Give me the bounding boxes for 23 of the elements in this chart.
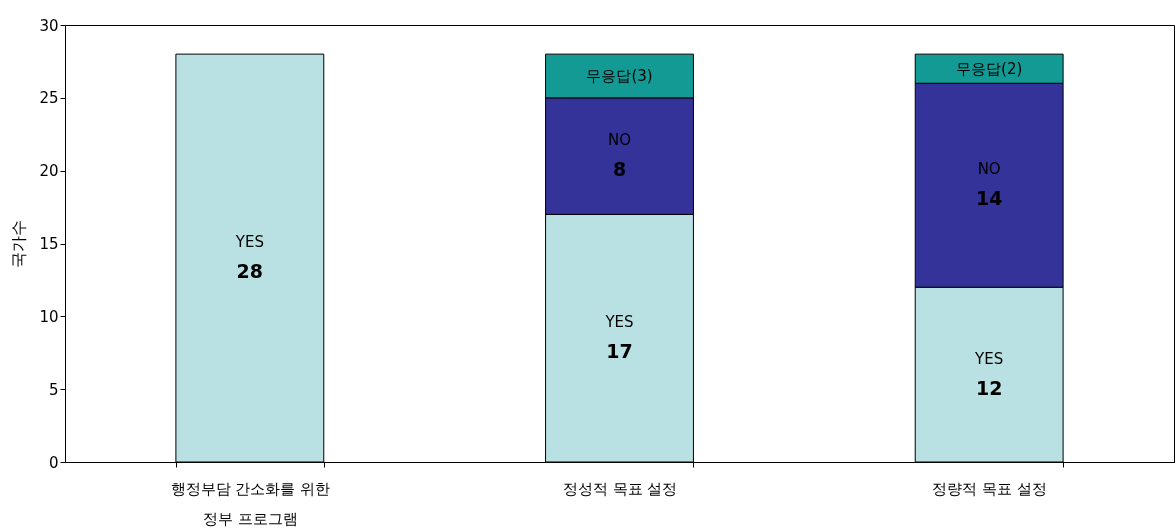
- series-label: YES: [604, 313, 634, 332]
- text: YES: [235, 233, 264, 252]
- data-label: 28: [236, 260, 264, 283]
- data-label: 무응답(2): [956, 59, 1023, 78]
- data-label: 12: [975, 376, 1003, 399]
- text: YES: [975, 349, 1004, 368]
- data-label: 14: [975, 187, 1003, 210]
- y-tick-label: 5: [48, 380, 59, 399]
- y-tick-label: 30: [39, 16, 59, 35]
- y-axis-title: 국가수: [9, 220, 29, 268]
- y-tick-label: 10: [39, 307, 59, 326]
- y-tick-label: 20: [39, 162, 59, 181]
- x-tick-label: 정량적 목표 설정: [932, 479, 1047, 498]
- data-label: 무응답(3): [586, 66, 653, 85]
- data-label: 8: [612, 158, 627, 181]
- x-tick-label: 행정부담 간소화를 위한 정부 프로그램: [170, 479, 331, 528]
- y-tick-label: 25: [39, 89, 59, 108]
- series-label: NO: [607, 131, 632, 150]
- data-label: 17: [606, 340, 633, 363]
- x-tick-label: 정성적 목표 설정: [562, 479, 678, 498]
- y-tick-label: 0: [48, 453, 59, 472]
- text: NO: [977, 160, 1001, 179]
- y-tick-label: 15: [39, 235, 59, 253]
